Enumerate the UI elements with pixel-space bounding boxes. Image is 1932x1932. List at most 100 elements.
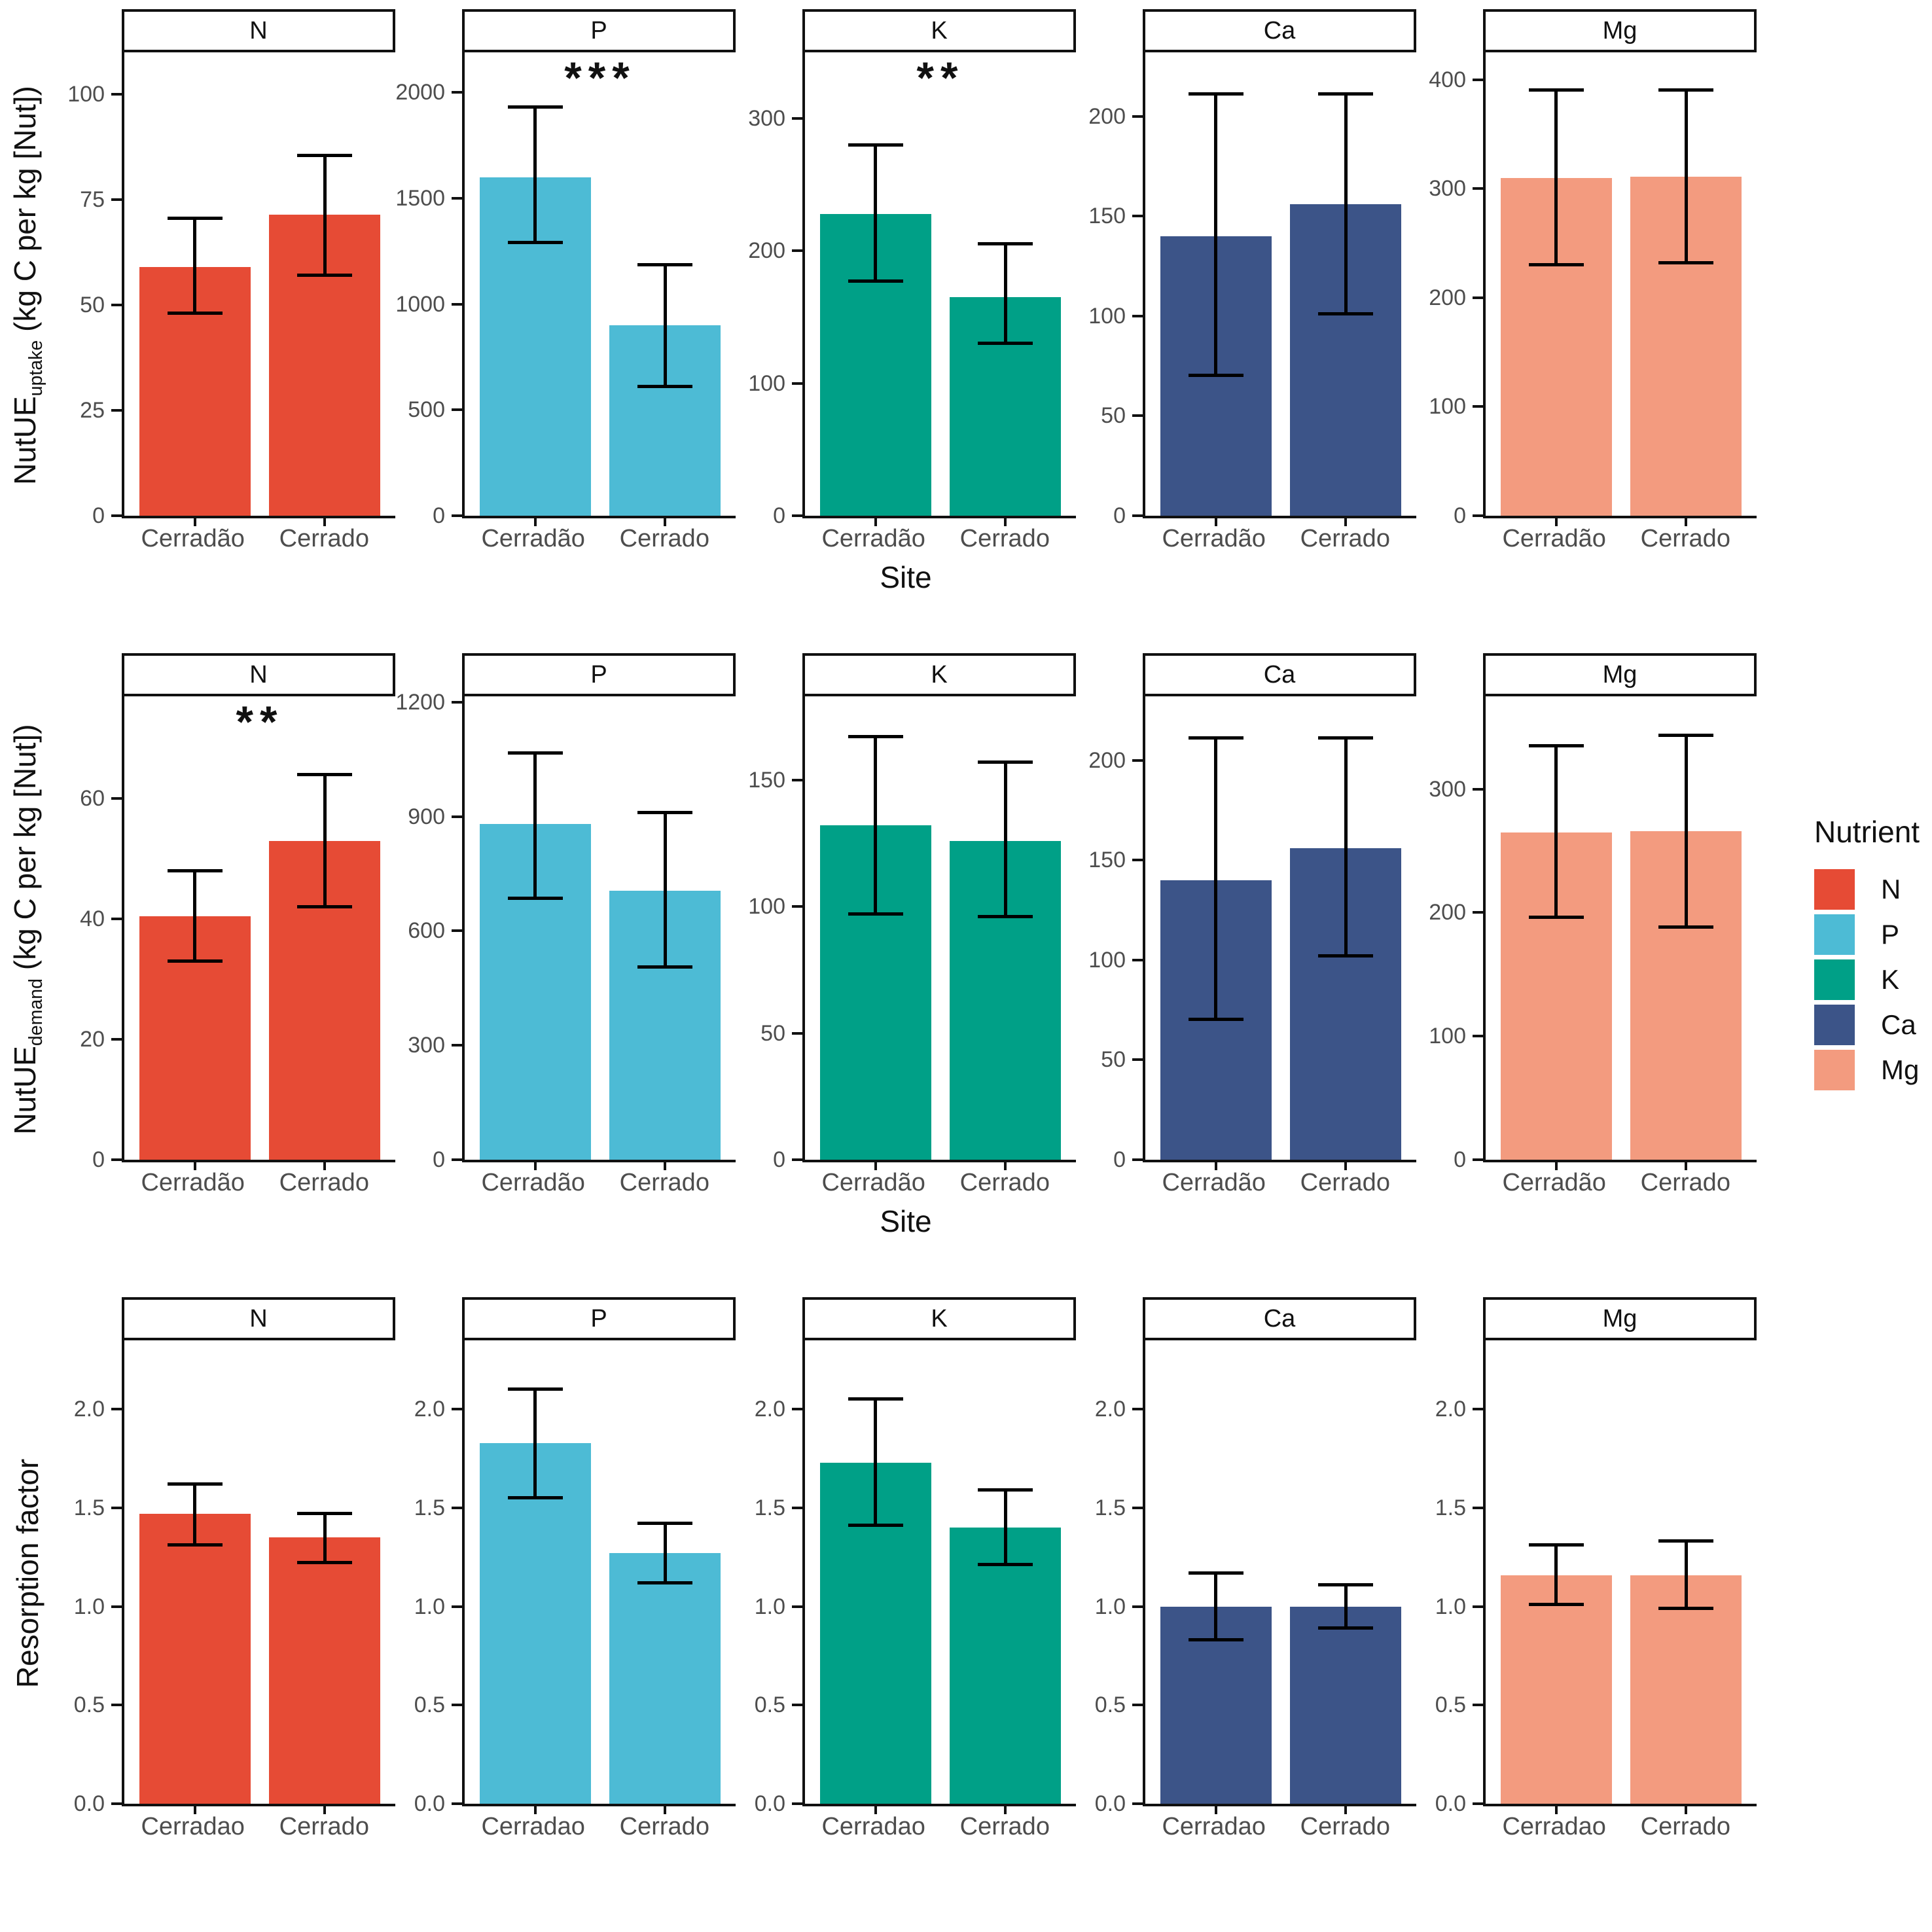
x-axis-title: Site	[880, 1204, 932, 1238]
facet-strip-K: K	[802, 1297, 1076, 1340]
plot-area-N: **	[122, 696, 395, 1170]
error-bar-cap-bottom	[1528, 262, 1584, 266]
error-bar-line	[323, 155, 327, 276]
error-bar-line	[193, 219, 197, 314]
y-tick-mark	[792, 1507, 802, 1510]
y-tick-gutter: 0 100 200 300	[1416, 696, 1483, 1171]
error-bar-cap-top	[1318, 736, 1374, 740]
y-tick-label: 100	[1088, 303, 1126, 329]
y-tick-mark	[111, 304, 122, 307]
y-tick-mark	[111, 409, 122, 412]
x-tick-mark	[874, 1806, 877, 1814]
panel-Mg: Mg 0.0 0.5 1.0 1.5 2.0 Cerradao Cerrado	[1416, 1297, 1757, 1840]
error-bar-cap-top	[297, 153, 353, 157]
x-tick-mark	[533, 518, 537, 526]
x-tick-mark	[664, 1806, 667, 1814]
error-bar-cap-top	[167, 217, 223, 221]
plot-area-P: ***	[462, 52, 736, 526]
x-tick-mark	[1344, 518, 1348, 526]
panel-N: N 0 20 40 60 ** Cerradão Cerrado	[55, 653, 395, 1196]
x-category-label-Cerradão: Cerradão	[141, 1169, 245, 1196]
y-tick-label: 0	[92, 503, 105, 528]
error-bar-cap-bottom	[297, 904, 353, 908]
y-tick-gutter: 0 300 600 900 1200	[395, 691, 462, 1171]
x-tick-mark	[1685, 1162, 1688, 1170]
chart-row-1: NutUEuptake (kg C per kg [Nut]) N 0 25 50 75 1…	[0, 0, 1932, 644]
x-tick-mark	[1685, 518, 1688, 526]
y-tick-mark	[452, 91, 462, 94]
x-category-label-Cerrado: Cerrado	[279, 525, 369, 552]
y-tick-mark	[111, 1605, 122, 1608]
y-tick-label: 200	[1088, 747, 1126, 773]
x-category-label-Cerrado: Cerrado	[959, 525, 1050, 552]
error-bar-cap-top	[637, 1522, 693, 1526]
error-bar-cap-top	[1188, 736, 1243, 740]
error-bar-cap-bottom	[1188, 374, 1243, 378]
bar-Cerrado	[1630, 1575, 1742, 1804]
legend-label-P: P	[1881, 919, 1900, 950]
y-tick-label: 0	[1113, 503, 1126, 528]
y-tick-gutter: 0 100 200 300	[736, 52, 802, 527]
y-tick-label: 900	[408, 804, 445, 829]
y-tick-label: 600	[408, 918, 445, 944]
error-bar-cap-bottom	[1318, 312, 1374, 315]
y-tick-mark	[111, 1802, 122, 1805]
y-tick-mark	[452, 815, 462, 818]
y-tick-mark	[792, 1605, 802, 1608]
error-bar-cap-top	[1528, 743, 1584, 747]
y-tick-mark	[1473, 1158, 1483, 1161]
error-bar-line	[663, 1524, 667, 1583]
bar-Cerradao	[479, 1442, 591, 1804]
x-category-labels: Cerradao Cerrado	[802, 1806, 1076, 1840]
error-bar-cap-bottom	[978, 914, 1033, 918]
y-tick-label: 0	[1454, 503, 1466, 528]
y-tick-mark	[111, 514, 122, 517]
y-axis-title-prefix: NutUE	[8, 1046, 43, 1135]
error-bar-cap-top	[637, 262, 693, 266]
y-tick-label: 200	[1429, 285, 1466, 310]
y-tick-mark	[1473, 78, 1483, 81]
chart-row-3: Resorption factor N 0.0 0.5 1.0 1.5 2.0 Cerrada…	[0, 1288, 1932, 1932]
facet-panels: N 0 25 50 75 100 Cerradão Cerrado P 0 500 1000 1500 2…	[55, 9, 1757, 552]
y-tick-label: 50	[1101, 1047, 1126, 1073]
y-tick-mark	[1473, 1507, 1483, 1510]
y-tick-label: 1.0	[73, 1594, 105, 1619]
x-category-label-Cerrado: Cerrado	[1300, 1169, 1390, 1196]
error-bar-cap-bottom	[1658, 260, 1714, 264]
x-tick-mark	[1214, 518, 1217, 526]
y-tick-mark	[1132, 414, 1143, 418]
y-tick-label: 150	[748, 767, 785, 793]
x-tick-mark	[533, 1806, 537, 1814]
error-bar-cap-top	[978, 760, 1033, 764]
error-bar-cap-top	[297, 772, 353, 776]
y-tick-label: 0	[92, 1147, 105, 1172]
facet-panels: N 0 20 40 60 ** Cerradão Cerrado P 0 300 600 900 1200…	[55, 653, 1757, 1196]
plot-area-Mg	[1483, 696, 1757, 1170]
x-category-label-Cerradao: Cerradao	[1162, 1813, 1266, 1840]
x-category-labels: Cerradao Cerrado	[122, 1806, 395, 1840]
error-bar-line	[663, 264, 667, 387]
panel-K: K 0 50 100 150 Cerradão Cerrado	[736, 653, 1076, 1196]
error-bar-cap-top	[848, 143, 903, 147]
y-axis-title-prefix: Resorption factor	[10, 1458, 45, 1689]
y-tick-gutter: 0 50 100 150	[736, 696, 802, 1171]
y-tick-label: 50	[1101, 403, 1126, 429]
y-tick-gutter: 0.0 0.5 1.0 1.5 2.0	[395, 1340, 462, 1815]
y-tick-label: 0	[773, 1147, 785, 1172]
error-bar-cap-bottom	[167, 312, 223, 315]
y-axis-title-subscript: demand	[26, 978, 47, 1046]
bar-Cerrado	[1290, 1606, 1402, 1804]
panel-K: K 0 100 200 300 ** Cerradão Cerrado	[736, 9, 1076, 552]
error-bar-cap-top	[848, 734, 903, 738]
x-category-label-Cerrado: Cerrado	[959, 1813, 1050, 1840]
error-bar-line	[1214, 1573, 1218, 1640]
plot-row: 0.0 0.5 1.0 1.5 2.0	[1076, 1340, 1416, 1815]
panel-Ca: Ca 0 50 100 150 200 Cerradão Cerrado	[1076, 9, 1416, 552]
y-tick-label: 1.0	[1435, 1594, 1466, 1619]
error-bar-line	[663, 812, 667, 967]
x-category-label-Cerrado: Cerrado	[279, 1169, 369, 1196]
error-bar-cap-top	[637, 810, 693, 814]
y-tick-label: 1.5	[754, 1495, 785, 1521]
y-tick-gutter: 0.0 0.5 1.0 1.5 2.0	[736, 1340, 802, 1815]
legend-label-K: K	[1881, 964, 1900, 995]
